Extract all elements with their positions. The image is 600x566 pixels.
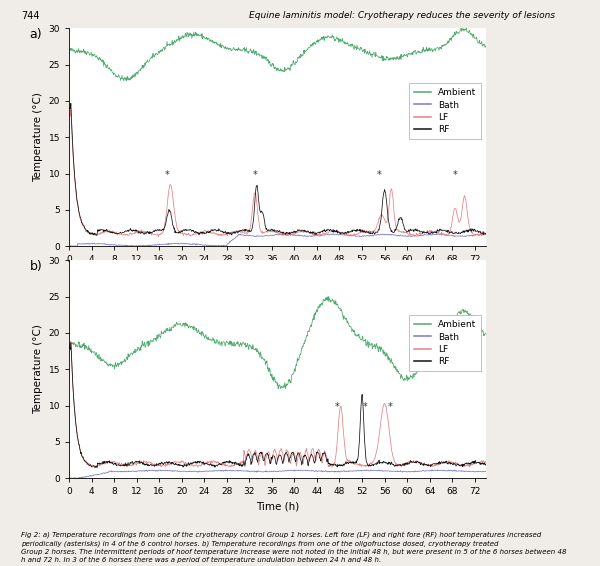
Text: b): b)	[29, 260, 42, 273]
Text: *: *	[334, 402, 339, 412]
Text: a): a)	[29, 28, 42, 41]
Text: 744: 744	[21, 11, 40, 22]
X-axis label: Time (h): Time (h)	[256, 270, 299, 280]
Y-axis label: Temperature (°C): Temperature (°C)	[33, 92, 43, 182]
Text: *: *	[362, 402, 367, 412]
Text: Equine laminitis model: Cryotherapy reduces the severity of lesions: Equine laminitis model: Cryotherapy redu…	[249, 11, 555, 20]
Text: *: *	[253, 170, 257, 180]
Legend: Ambient, Bath, LF, RF: Ambient, Bath, LF, RF	[409, 83, 481, 139]
Text: *: *	[388, 402, 392, 412]
Y-axis label: Temperature (°C): Temperature (°C)	[33, 324, 43, 414]
Text: *: *	[165, 170, 170, 180]
Legend: Ambient, Bath, LF, RF: Ambient, Bath, LF, RF	[409, 315, 481, 371]
Text: Fig 2: a) Temperature recordings from one of the cryotherapy control Group 1 hor: Fig 2: a) Temperature recordings from on…	[21, 531, 566, 563]
Text: *: *	[377, 170, 382, 180]
X-axis label: Time (h): Time (h)	[256, 502, 299, 512]
Text: *: *	[452, 170, 457, 180]
